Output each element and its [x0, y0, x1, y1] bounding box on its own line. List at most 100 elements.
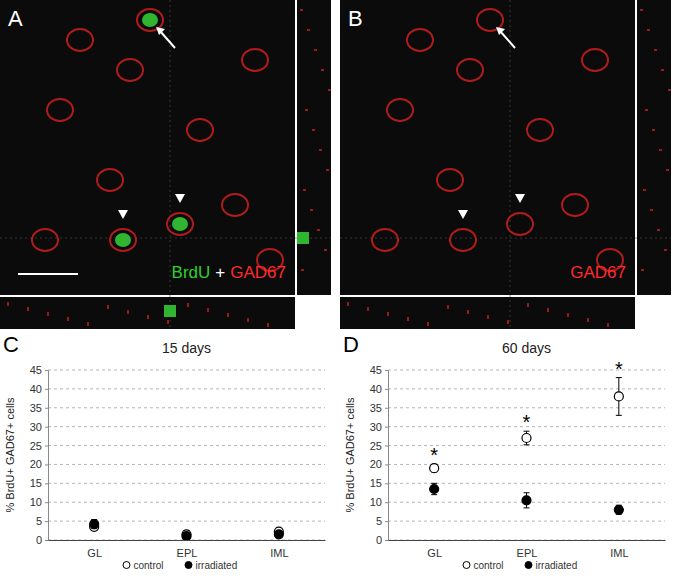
y-tick: 30: [370, 421, 388, 433]
y-tick: 25: [370, 440, 388, 452]
y-tick-mark: [385, 446, 388, 447]
panel-letter: B: [348, 6, 363, 31]
y-tick: 40: [370, 383, 388, 395]
projection-streak: [668, 89, 671, 91]
label-part: BrdU: [172, 263, 211, 282]
bottom-projection: [340, 297, 635, 329]
projection-streak: [107, 305, 109, 309]
y-tick-mark: [385, 521, 388, 522]
y-tick-label: 5: [376, 515, 382, 527]
crosshair: [170, 0, 171, 329]
y-tick-mark: [385, 540, 388, 541]
error-cap: [431, 483, 437, 484]
y-tick-label: 15: [370, 477, 382, 489]
x-tick: GL: [87, 547, 102, 559]
panel-letter: A: [8, 6, 23, 31]
legend-label: control: [474, 560, 504, 571]
projection-streak: [305, 109, 308, 111]
projection-streak: [643, 189, 646, 191]
legend-marker: [123, 562, 130, 569]
y-tick-mark: [45, 370, 48, 371]
x-axis: GLEPLIML: [49, 541, 326, 560]
y-tick: 35: [30, 402, 48, 414]
y-tick: 0: [36, 534, 48, 546]
bottom-projection: [0, 297, 295, 329]
projection-streak: [447, 305, 449, 309]
point: [90, 520, 99, 529]
grid-line: [48, 483, 325, 484]
image-panel: B GAD67: [340, 0, 671, 329]
projection-streak: [300, 9, 303, 11]
crosshair: [510, 0, 511, 329]
x-axis-line: [49, 540, 326, 541]
cell-outline: [527, 119, 553, 141]
chart: 051015202530354045GLEPLIML15 daysC% BrdU…: [3, 332, 326, 571]
x-tick: GL: [427, 547, 442, 559]
projection-streak: [640, 9, 643, 11]
y-tick-label: 20: [370, 458, 382, 470]
y-tick-label: 45: [370, 364, 382, 376]
label-part: GAD67: [570, 263, 626, 282]
label-part: GAD67: [230, 263, 286, 282]
legend: controlirradiated: [123, 560, 237, 571]
y-axis-title: % BrdU+ GAD67+ cells: [344, 397, 356, 512]
brdu-nucleus: [172, 217, 188, 231]
legend-marker: [463, 562, 470, 569]
x-axis-line: [389, 540, 666, 541]
grid-line: [48, 426, 325, 427]
y-axis: 051015202530354045: [30, 364, 49, 546]
projection-streak: [27, 307, 29, 311]
arrow-head: [496, 27, 505, 35]
y-tick-label: 30: [370, 421, 382, 433]
y-tick-label: 35: [370, 402, 382, 414]
x-axis: GLEPLIML: [389, 541, 666, 560]
grid-line: [48, 521, 325, 522]
projection-streak: [347, 302, 349, 306]
cell-outline: [457, 59, 483, 81]
projection-streak: [467, 310, 469, 314]
y-axis: 051015202530354045: [370, 364, 389, 546]
scale-bar: [18, 273, 78, 275]
y-tick-mark: [45, 483, 48, 484]
chart-title: 15 days: [162, 340, 211, 356]
y-tick-mark: [45, 427, 48, 428]
panel-label: GAD67: [570, 263, 626, 282]
panel-label: BrdU+GAD67: [172, 263, 286, 282]
cell-outline: [450, 229, 476, 251]
cell-outline: [97, 169, 123, 191]
error-cap: [524, 492, 530, 493]
crosshair: [340, 238, 671, 239]
projection-streak: [127, 310, 129, 314]
projection-streak: [247, 318, 249, 322]
x-tick: IML: [270, 547, 288, 559]
projection-streak: [312, 129, 315, 131]
projection-streak: [650, 209, 653, 211]
projection-streak: [487, 315, 489, 319]
projection-streak: [657, 229, 660, 231]
chart: 051015202530354045GLEPLIML60 daysD% BrdU…: [343, 332, 666, 571]
y-tick-label: 10: [30, 496, 42, 508]
y-tick-mark: [385, 370, 388, 371]
y-tick-label: 10: [370, 496, 382, 508]
error-cap: [524, 507, 530, 508]
grid-line: [388, 388, 665, 389]
projection-streak: [147, 315, 149, 319]
y-tick-label: 15: [30, 477, 42, 489]
cell-outline: [242, 49, 268, 71]
projection-streak: [387, 312, 389, 316]
arrow: [500, 31, 515, 48]
projection-streak: [310, 209, 313, 211]
y-tick-label: 40: [370, 383, 382, 395]
series: [430, 378, 624, 473]
cell-outline: [110, 229, 136, 251]
figure: A BrdU+GAD67 B GAD67 0 5 10 15 20 25 30 35 40 45 GLEPL…: [0, 0, 675, 579]
grid-line: [48, 464, 325, 465]
projection-streak: [407, 317, 409, 321]
brdu-nucleus: [115, 233, 131, 247]
arrowhead: [118, 210, 128, 219]
cell-outline: [507, 213, 533, 235]
cell-outline: [167, 213, 193, 235]
y-tick: 15: [30, 477, 48, 489]
plot-area: [430, 378, 624, 515]
y-axis-title: % BrdU+ GAD67+ cells: [4, 397, 16, 512]
